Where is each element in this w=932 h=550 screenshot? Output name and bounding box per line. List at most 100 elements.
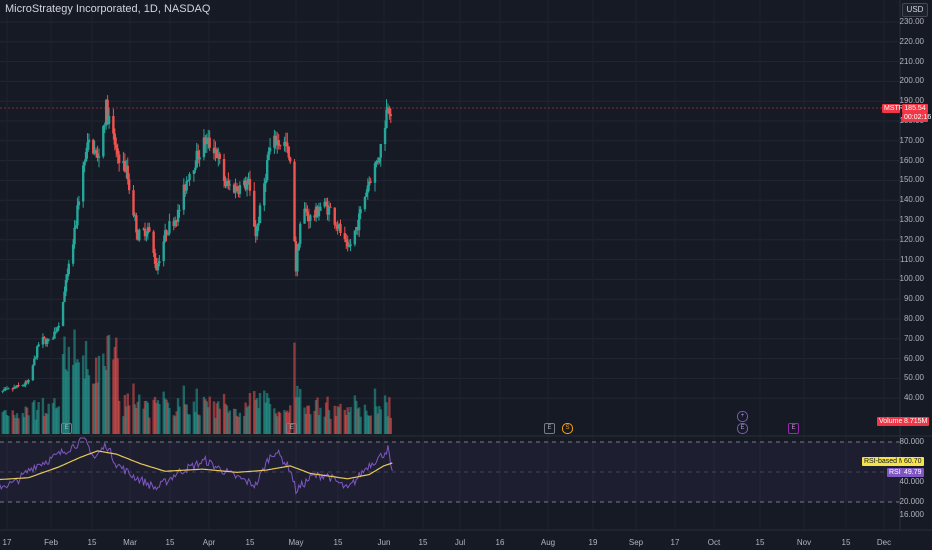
candle-body	[112, 115, 115, 134]
candle-body	[336, 226, 339, 229]
candle-body	[317, 210, 321, 217]
volume-bar	[67, 346, 71, 434]
candle-body	[54, 331, 58, 333]
candle-body	[12, 387, 16, 389]
candle-body	[304, 208, 308, 212]
candle-body	[389, 114, 393, 117]
candle-body	[51, 338, 55, 340]
time-axis-label: Feb	[44, 538, 58, 547]
volume-bar	[195, 388, 198, 434]
volume-bar	[41, 397, 45, 434]
time-axis-label: 15	[245, 538, 255, 547]
volume-bar	[7, 415, 10, 434]
candle-body	[106, 99, 109, 125]
rsi-axis-label: 40.000	[899, 477, 924, 486]
volume-bar	[66, 371, 69, 434]
candle-body	[165, 230, 168, 235]
volume-bar	[248, 392, 252, 434]
volume-bar	[156, 400, 160, 434]
volume-bar	[357, 407, 361, 434]
volume-bar	[17, 418, 20, 434]
volume-bar	[192, 401, 196, 434]
price-axis-label: 210.00	[899, 56, 924, 66]
chart-title[interactable]: MicroStrategy Incorporated, 1D, NASDAQ	[5, 3, 211, 15]
volume-bar	[218, 408, 221, 434]
volume-bar	[247, 405, 250, 434]
time-axis-label: Apr	[202, 538, 216, 547]
time-axis-label: 15	[333, 538, 343, 547]
candle-body	[378, 157, 381, 163]
volume-bar	[44, 413, 48, 434]
candle-body	[215, 149, 219, 159]
volume-bar	[106, 335, 109, 434]
volume-bar	[369, 415, 372, 434]
candle-body	[176, 209, 180, 223]
candle-body	[357, 213, 361, 231]
candle-body	[175, 220, 178, 223]
candle-body	[316, 206, 319, 217]
earnings-marker[interactable]: E	[61, 423, 72, 434]
volume-bar	[175, 411, 178, 434]
volume-bar	[107, 334, 111, 434]
rsi-band	[0, 442, 900, 502]
candle-body	[2, 389, 6, 391]
candle-body	[234, 186, 237, 193]
volume-bar	[345, 414, 348, 434]
rsi-ma-label-tag: RSI-based MA	[862, 457, 912, 466]
price-axis-label: 50.00	[903, 373, 924, 383]
volume-bar	[112, 359, 115, 434]
volume-bar	[283, 410, 286, 434]
earnings-marker[interactable]: E	[544, 423, 555, 434]
volume-label-tag: Volume	[877, 417, 905, 426]
volume-bar	[4, 410, 7, 434]
volume-bar	[217, 401, 220, 434]
candle-body	[41, 337, 45, 345]
candle-body	[168, 221, 171, 234]
volume-bar	[24, 406, 27, 434]
time-axis-label: 19	[588, 538, 598, 547]
candle-body	[64, 280, 68, 292]
volume-bar	[276, 416, 279, 434]
candle-body	[205, 138, 209, 145]
volume-bar	[378, 405, 381, 434]
candle-body	[363, 196, 367, 210]
candle-body	[184, 184, 187, 191]
volume-bar	[383, 395, 387, 434]
volume-bar	[347, 412, 351, 434]
candle-body	[27, 380, 30, 383]
volume-bar	[386, 416, 390, 434]
volume-bar	[379, 409, 382, 434]
candle-body	[5, 388, 9, 390]
candle-body	[113, 133, 117, 145]
volume-bar	[307, 405, 311, 434]
candle-body	[248, 178, 252, 191]
candle-body	[24, 381, 27, 385]
split-marker[interactable]: S	[562, 423, 573, 434]
dividend-icon[interactable]: +	[737, 411, 748, 422]
candle-body	[375, 161, 378, 164]
earnings-marker[interactable]: E	[286, 423, 297, 434]
volume-bar	[375, 406, 378, 434]
symbol-price-tag[interactable]: MSTR	[882, 104, 904, 113]
price-axis-label: 60.00	[903, 353, 924, 363]
candle-body	[207, 137, 210, 139]
currency-button[interactable]: USD	[902, 3, 928, 17]
volume-bar	[155, 403, 158, 434]
candle-body	[386, 107, 390, 110]
candle-body	[296, 250, 299, 272]
volume-bar	[148, 417, 151, 434]
earnings-marker[interactable]: E	[788, 423, 799, 434]
candle-body	[247, 178, 250, 184]
volume-bar	[11, 410, 14, 434]
candle-body	[31, 365, 35, 381]
volume-bar	[138, 394, 141, 434]
candle-body	[323, 201, 326, 207]
rsi-axis-label: 80.000	[899, 437, 924, 446]
candle-body	[224, 180, 227, 187]
candle-body	[198, 157, 201, 160]
earnings-marker[interactable]: E	[737, 423, 748, 434]
candle-body	[294, 241, 298, 272]
candle-body	[132, 190, 135, 216]
volume-bar	[92, 383, 95, 434]
